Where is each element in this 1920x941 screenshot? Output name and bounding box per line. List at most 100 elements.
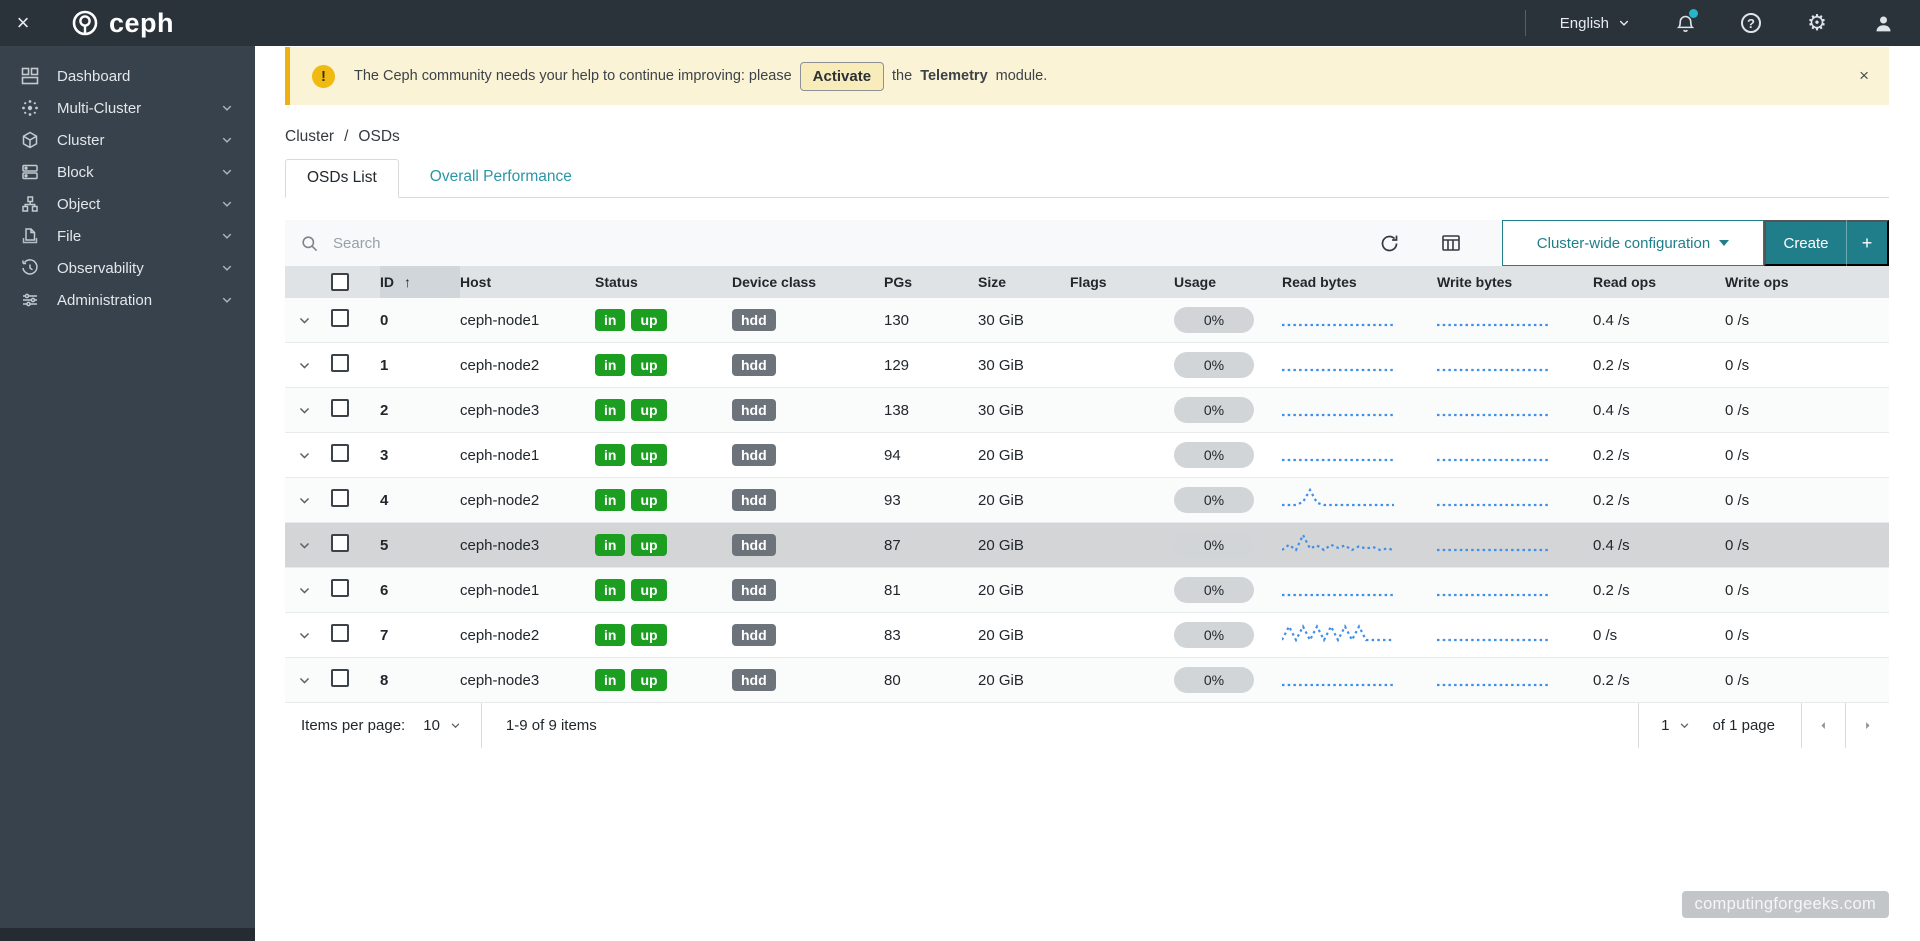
sidebar-item-multi-cluster[interactable]: Multi-Cluster xyxy=(0,92,255,124)
usage-pill: 0% xyxy=(1174,352,1254,378)
create-button[interactable]: Create + xyxy=(1764,220,1889,266)
notification-dot xyxy=(1689,9,1698,18)
sidebar-item-file[interactable]: File xyxy=(0,220,255,252)
osds-table: ID ↑ Host Status Device class PGs Size F… xyxy=(285,266,1889,703)
row-checkbox[interactable] xyxy=(331,624,349,642)
help-icon[interactable]: ? xyxy=(1740,12,1762,34)
column-header-read-bytes[interactable]: Read bytes xyxy=(1282,266,1437,298)
row-expand-chevron-icon[interactable] xyxy=(298,359,331,372)
sidebar-item-label: Dashboard xyxy=(57,68,130,85)
column-header-read-ops[interactable]: Read ops xyxy=(1593,266,1725,298)
row-expand-chevron-icon[interactable] xyxy=(298,449,331,462)
column-header-write-ops[interactable]: Write ops xyxy=(1725,266,1889,298)
row-checkbox[interactable] xyxy=(331,309,349,327)
row-expand-chevron-icon[interactable] xyxy=(298,404,331,417)
table-body: 0 ceph-node1 inup hdd 130 30 GiB 0% 0.4 … xyxy=(285,298,1889,703)
sidebar-item-dashboard[interactable]: Dashboard xyxy=(0,60,255,92)
osd-id: 1 xyxy=(380,357,460,374)
row-checkbox[interactable] xyxy=(331,399,349,417)
osd-pgs: 81 xyxy=(884,582,978,599)
telemetry-banner: ! The Ceph community needs your help to … xyxy=(285,47,1889,105)
sidebar-item-object[interactable]: Object xyxy=(0,188,255,220)
table-row: 4 ceph-node2 inup hdd 93 20 GiB 0% 0.2 /… xyxy=(285,478,1889,523)
table-toolbar: Cluster-wide configuration Create + xyxy=(285,220,1889,266)
row-checkbox[interactable] xyxy=(331,354,349,372)
sidebar-item-cluster[interactable]: Cluster xyxy=(0,124,255,156)
row-expand-chevron-icon[interactable] xyxy=(298,584,331,597)
tab-osds-list[interactable]: OSDs List xyxy=(285,159,399,198)
page-number-select[interactable]: 1 xyxy=(1639,717,1712,734)
column-header-host[interactable]: Host xyxy=(460,266,595,298)
column-header-device-class[interactable]: Device class xyxy=(732,266,884,298)
osd-host: ceph-node3 xyxy=(460,537,595,554)
user-avatar-icon[interactable] xyxy=(1872,12,1894,34)
table-row: 5 ceph-node3 inup hdd 87 20 GiB 0% 0.4 /… xyxy=(285,523,1889,568)
column-header-size[interactable]: Size xyxy=(978,266,1070,298)
usage-pill: 0% xyxy=(1174,532,1254,558)
usage-pill: 0% xyxy=(1174,442,1254,468)
column-header-write-bytes[interactable]: Write bytes xyxy=(1437,266,1593,298)
chevron-down-icon xyxy=(450,720,461,731)
items-per-page-select[interactable]: 10 xyxy=(405,717,481,734)
sidebar-item-block[interactable]: Block xyxy=(0,156,255,188)
osd-id: 5 xyxy=(380,537,460,554)
select-all-checkbox[interactable] xyxy=(331,273,349,291)
status-badge-in: in xyxy=(595,354,625,376)
language-selector[interactable]: English xyxy=(1525,10,1630,36)
chevron-down-icon xyxy=(221,198,233,210)
sidebar-item-label: Administration xyxy=(57,292,152,309)
sidebar-close-icon[interactable]: × xyxy=(0,0,46,46)
row-expand-chevron-icon[interactable] xyxy=(298,494,331,507)
osd-write-ops: 0 /s xyxy=(1725,627,1889,644)
device-class-badge: hdd xyxy=(732,309,776,331)
status-badge-in: in xyxy=(595,444,625,466)
banner-close-icon[interactable]: × xyxy=(1859,66,1869,86)
sort-asc-icon: ↑ xyxy=(404,274,411,290)
search-input[interactable] xyxy=(333,235,833,252)
cluster-wide-configuration-button[interactable]: Cluster-wide configuration xyxy=(1502,220,1764,266)
osd-pgs: 129 xyxy=(884,357,978,374)
row-checkbox[interactable] xyxy=(331,669,349,687)
read-bytes-sparkline xyxy=(1282,305,1394,331)
top-navbar: × ceph English ? ⚙ xyxy=(0,0,1920,46)
sidebar-item-label: File xyxy=(57,228,81,245)
row-checkbox[interactable] xyxy=(331,579,349,597)
osd-read-ops: 0.4 /s xyxy=(1593,402,1725,419)
observability-icon xyxy=(20,258,40,278)
refresh-icon[interactable] xyxy=(1378,232,1400,254)
row-checkbox[interactable] xyxy=(331,489,349,507)
osd-write-ops: 0 /s xyxy=(1725,447,1889,464)
chevron-down-icon xyxy=(221,262,233,274)
column-header-flags[interactable]: Flags xyxy=(1070,266,1174,298)
tab-overall-performance[interactable]: Overall Performance xyxy=(409,159,593,197)
read-bytes-sparkline xyxy=(1282,440,1394,466)
osd-pgs: 130 xyxy=(884,312,978,329)
activate-button[interactable]: Activate xyxy=(800,62,884,91)
settings-gear-icon[interactable]: ⚙ xyxy=(1806,12,1828,34)
toggle-columns-icon[interactable] xyxy=(1440,232,1462,254)
osd-id: 7 xyxy=(380,627,460,644)
sidebar-item-administration[interactable]: Administration xyxy=(0,284,255,316)
row-expand-chevron-icon[interactable] xyxy=(298,674,331,687)
administration-icon xyxy=(20,290,40,310)
column-header-id[interactable]: ID ↑ xyxy=(380,266,460,298)
previous-page-button[interactable] xyxy=(1802,703,1845,748)
breadcrumb-cluster[interactable]: Cluster xyxy=(285,128,334,146)
file-icon xyxy=(20,226,40,246)
osd-size: 30 GiB xyxy=(978,357,1070,374)
breadcrumb-separator: / xyxy=(344,128,348,146)
row-checkbox[interactable] xyxy=(331,534,349,552)
row-expand-chevron-icon[interactable] xyxy=(298,539,331,552)
sidebar-item-observability[interactable]: Observability xyxy=(0,252,255,284)
column-header-usage[interactable]: Usage xyxy=(1174,266,1282,298)
next-page-button[interactable] xyxy=(1846,703,1889,748)
osd-host: ceph-node1 xyxy=(460,447,595,464)
row-checkbox[interactable] xyxy=(331,444,349,462)
page-number-value: 1 xyxy=(1661,717,1669,734)
row-expand-chevron-icon[interactable] xyxy=(298,314,331,327)
notifications-bell-icon[interactable] xyxy=(1674,12,1696,34)
row-expand-chevron-icon[interactable] xyxy=(298,629,331,642)
sidebar-nav: Dashboard Multi-Cluster Cluster xyxy=(0,46,255,941)
column-header-pgs[interactable]: PGs xyxy=(884,266,978,298)
column-header-status[interactable]: Status xyxy=(595,266,732,298)
